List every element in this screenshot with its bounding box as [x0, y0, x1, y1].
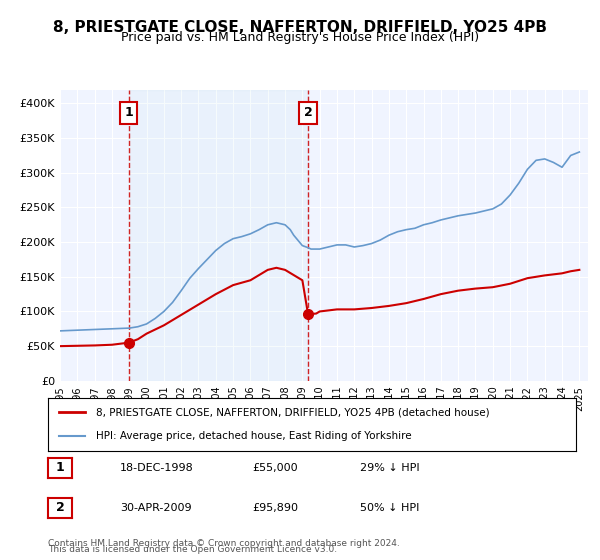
Text: 1: 1: [124, 106, 133, 119]
Text: 29% ↓ HPI: 29% ↓ HPI: [360, 463, 419, 473]
Text: HPI: Average price, detached house, East Riding of Yorkshire: HPI: Average price, detached house, East…: [95, 431, 411, 441]
Text: 2: 2: [56, 501, 64, 515]
Text: 30-APR-2009: 30-APR-2009: [120, 503, 191, 513]
Text: 8, PRIESTGATE CLOSE, NAFFERTON, DRIFFIELD, YO25 4PB (detached house): 8, PRIESTGATE CLOSE, NAFFERTON, DRIFFIEL…: [95, 408, 489, 418]
Text: £95,890: £95,890: [252, 503, 298, 513]
Text: 8, PRIESTGATE CLOSE, NAFFERTON, DRIFFIELD, YO25 4PB: 8, PRIESTGATE CLOSE, NAFFERTON, DRIFFIEL…: [53, 20, 547, 35]
Bar: [129, 90, 308, 381]
Text: Price paid vs. HM Land Registry's House Price Index (HPI): Price paid vs. HM Land Registry's House …: [121, 31, 479, 44]
Text: This data is licensed under the Open Government Licence v3.0.: This data is licensed under the Open Gov…: [48, 545, 337, 554]
Text: 50% ↓ HPI: 50% ↓ HPI: [360, 503, 419, 513]
Text: 18-DEC-1998: 18-DEC-1998: [120, 463, 194, 473]
Text: Contains HM Land Registry data © Crown copyright and database right 2024.: Contains HM Land Registry data © Crown c…: [48, 539, 400, 548]
Text: £55,000: £55,000: [252, 463, 298, 473]
Text: 1: 1: [56, 461, 64, 474]
Text: 2: 2: [304, 106, 313, 119]
